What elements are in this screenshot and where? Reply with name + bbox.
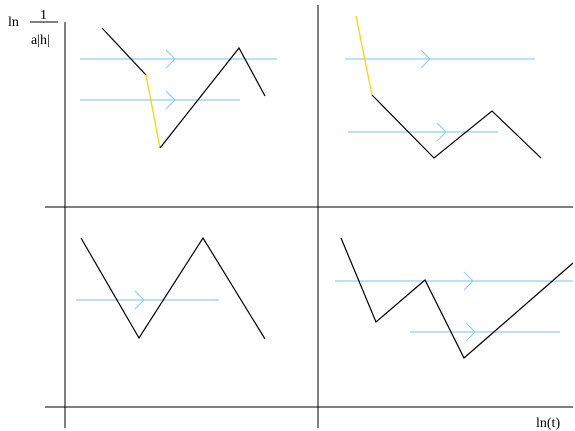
arrow-2 <box>80 90 240 110</box>
panel-bottom-right <box>335 237 574 359</box>
y-axis-label-denominator: a|h| <box>31 33 50 48</box>
arrow-3 <box>345 49 535 69</box>
panel-top-right <box>345 15 542 159</box>
y-axis-label-prefix: ln <box>8 15 19 30</box>
arrow-6 <box>335 271 573 291</box>
path-segment-5 <box>340 237 574 359</box>
y-axis-label-numerator: 1 <box>40 8 47 23</box>
path-segment-1 <box>101 27 147 76</box>
path-highlight-1 <box>145 74 161 149</box>
arrow-1 <box>80 49 277 69</box>
axes <box>45 5 573 428</box>
path-highlight-2 <box>355 15 373 96</box>
panel-top-left <box>80 27 277 149</box>
arrow-4 <box>348 122 498 142</box>
path-segment-3 <box>371 94 542 159</box>
arrow-5 <box>76 290 219 310</box>
path-segment-2 <box>159 46 266 149</box>
path-segment-4 <box>80 236 266 340</box>
arrow-7 <box>410 322 560 342</box>
panel-bottom-left <box>76 236 266 340</box>
x-axis-label: ln(t) <box>536 416 560 431</box>
y-axis-label: ln 1 a|h| <box>8 8 58 48</box>
